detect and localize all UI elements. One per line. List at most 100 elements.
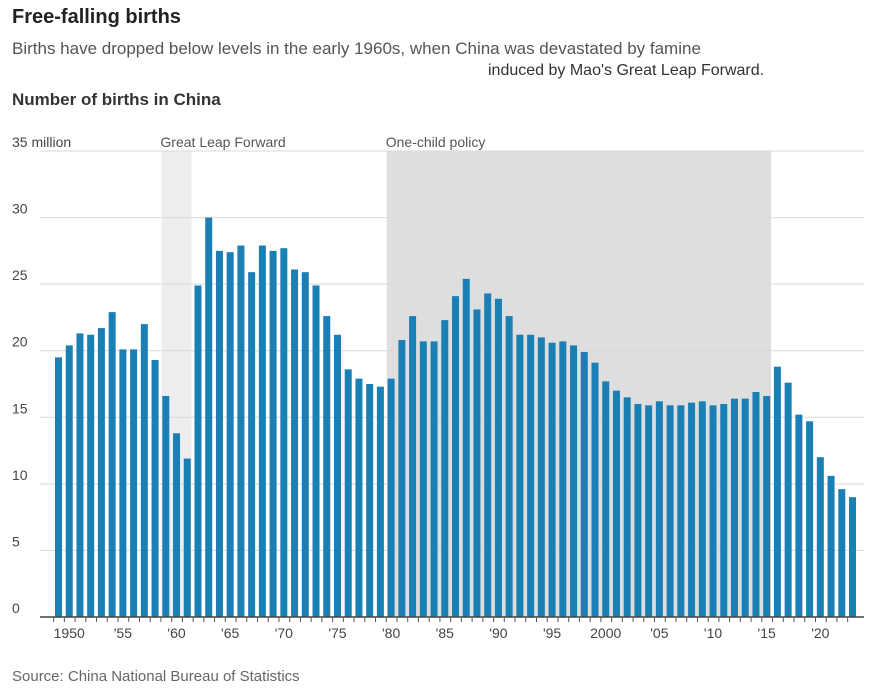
- bar: [516, 334, 524, 617]
- bar: [419, 341, 427, 617]
- bar: [130, 349, 138, 617]
- x-tick-label: '15: [758, 625, 776, 641]
- bar: [323, 316, 331, 617]
- y-tick-label: 20: [12, 334, 28, 350]
- bar: [452, 296, 460, 617]
- bar: [730, 398, 738, 617]
- x-tick-label: '80: [382, 625, 400, 641]
- x-tick-label: '70: [275, 625, 293, 641]
- bar: [720, 403, 728, 617]
- bar: [591, 362, 599, 617]
- bar: [806, 421, 814, 617]
- bar: [205, 217, 213, 618]
- bar: [612, 390, 620, 617]
- bar: [258, 245, 266, 617]
- bar: [655, 401, 663, 617]
- plot-title: Number of births in China: [12, 90, 221, 109]
- bar: [559, 341, 567, 617]
- y-tick-label: 30: [12, 201, 28, 217]
- y-tick-label: 10: [12, 467, 28, 483]
- bar: [484, 293, 492, 617]
- source-note: Source: China National Bureau of Statist…: [12, 668, 300, 685]
- bar: [387, 378, 395, 617]
- bar: [505, 316, 513, 617]
- chart-title: Free-falling births: [12, 6, 181, 28]
- bar: [87, 334, 95, 617]
- y-tick-label: 0: [12, 600, 20, 616]
- bar: [301, 272, 309, 617]
- y-tick-label: 35 million: [12, 134, 71, 150]
- bar: [602, 381, 610, 617]
- bar: [312, 285, 320, 617]
- y-tick-label: 25: [12, 267, 28, 283]
- bar: [548, 342, 556, 617]
- bar: [784, 382, 792, 617]
- bar: [570, 345, 578, 617]
- bar: [666, 405, 674, 617]
- bar: [376, 386, 384, 617]
- x-tick-label: '55: [114, 625, 132, 641]
- bar: [226, 252, 234, 617]
- bar: [355, 378, 363, 617]
- bar: [763, 395, 771, 617]
- annotation-label: Great Leap Forward: [160, 134, 285, 150]
- bar: [462, 278, 470, 617]
- bar: [709, 405, 717, 617]
- bar: [645, 405, 653, 617]
- bar: [741, 398, 749, 617]
- bar: [280, 248, 288, 618]
- bar: [398, 340, 406, 617]
- bar: [237, 245, 245, 617]
- bar: [151, 360, 159, 617]
- bar: [162, 395, 170, 617]
- bar: [677, 405, 685, 617]
- bar: [816, 457, 824, 617]
- bar: [173, 433, 181, 617]
- bar: [827, 475, 835, 617]
- x-tick-label: 2000: [590, 625, 621, 641]
- bar: [580, 352, 588, 617]
- bar: [269, 250, 277, 617]
- bar: [795, 414, 803, 617]
- bar: [55, 357, 62, 617]
- x-tick-label: '20: [811, 625, 829, 641]
- bar: [194, 285, 202, 617]
- x-tick-label: 1950: [54, 625, 85, 641]
- bar: [140, 324, 148, 617]
- bar: [634, 403, 642, 617]
- bar: [344, 369, 352, 617]
- bar: [430, 341, 438, 617]
- bar: [752, 391, 760, 617]
- bar: [773, 366, 781, 617]
- bar: [291, 269, 299, 617]
- bar: [838, 489, 846, 617]
- chart-subtitle: Births have dropped below levels in the …: [12, 39, 701, 58]
- bar: [623, 397, 631, 617]
- x-tick-label: '95: [543, 625, 561, 641]
- bar: [366, 384, 374, 617]
- bar: [441, 320, 449, 617]
- y-tick-label: 5: [12, 533, 20, 549]
- bar: [119, 349, 127, 617]
- bar: [688, 402, 696, 617]
- bar: [473, 309, 481, 617]
- bar: [409, 316, 417, 617]
- annotation-label: One-child policy: [386, 134, 486, 150]
- chart-subtitle-continued: induced by Mao's Great Leap Forward.: [488, 62, 765, 79]
- bar: [183, 458, 191, 617]
- bar: [494, 298, 502, 617]
- x-tick-label: '65: [221, 625, 239, 641]
- bar: [333, 334, 341, 617]
- bar: [215, 250, 223, 617]
- bar: [248, 272, 256, 617]
- bar: [849, 497, 857, 617]
- x-tick-label: '85: [436, 625, 454, 641]
- bar: [527, 334, 535, 617]
- x-tick-label: '90: [489, 625, 507, 641]
- bar: [108, 312, 116, 617]
- bar: [65, 345, 73, 617]
- x-tick-label: '75: [328, 625, 346, 641]
- bar: [97, 328, 105, 617]
- x-tick-label: '10: [704, 625, 722, 641]
